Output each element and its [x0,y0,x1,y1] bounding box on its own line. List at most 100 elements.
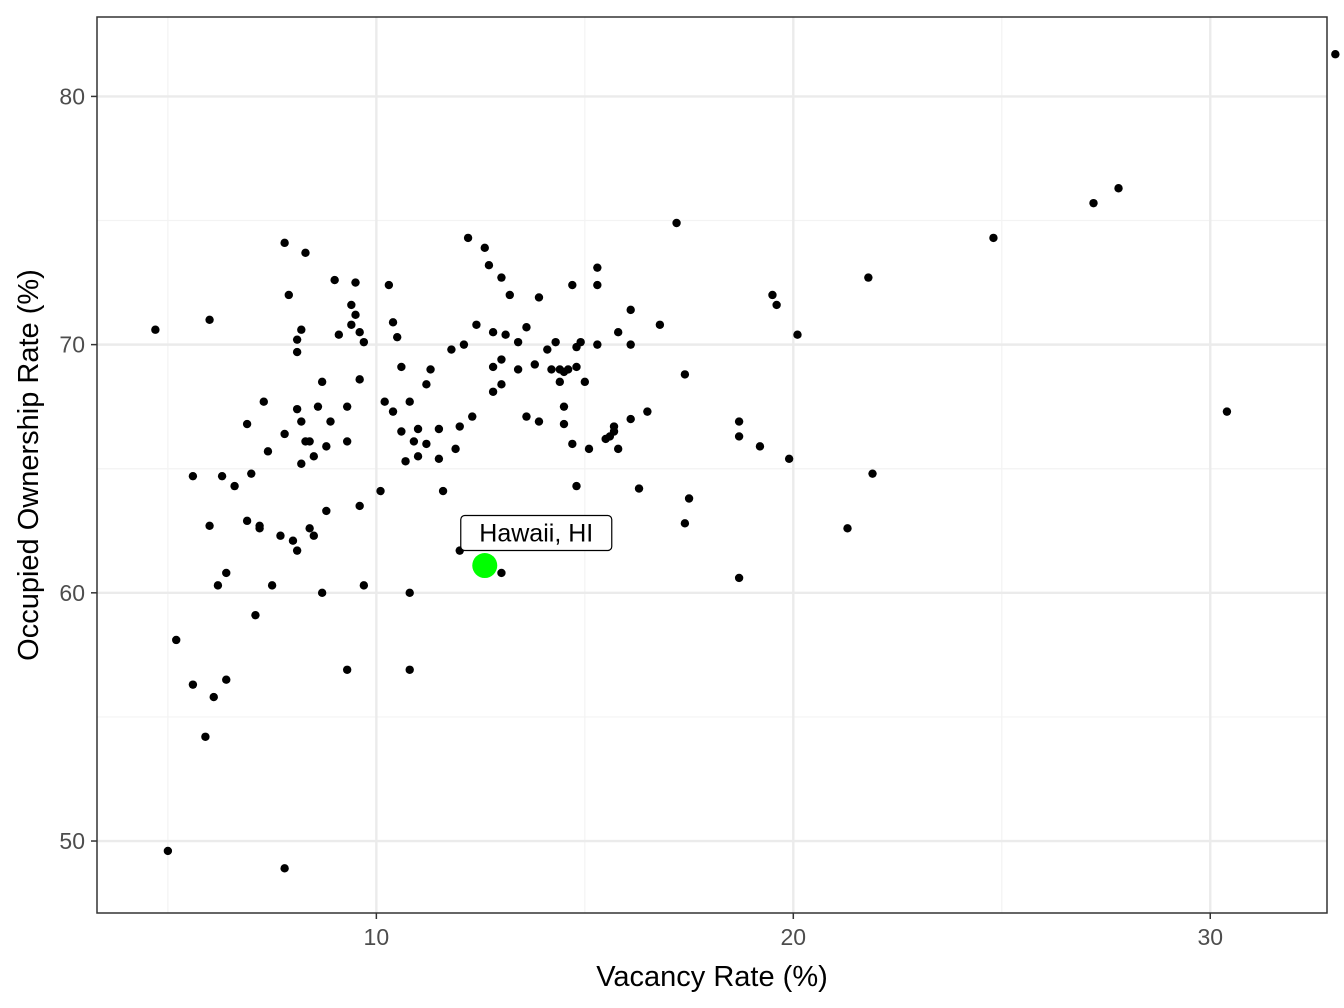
data-point [384,280,394,290]
data-point [488,328,498,337]
data-point [455,422,464,431]
data-point [522,412,531,421]
y-axis-title: Occupied Ownership Rate (%) [13,269,45,661]
data-point [568,439,577,449]
data-point [222,675,231,684]
data-point [772,300,781,310]
data-point [1114,184,1123,193]
data-point [267,581,277,590]
data-point [151,325,160,334]
data-point [297,459,306,468]
data-point [480,243,489,253]
data-point [680,519,690,528]
data-point [242,516,252,526]
data-point [463,233,473,243]
data-point [497,355,506,364]
data-point [755,442,765,451]
data-point [438,486,448,496]
axis-ticks [91,95,1212,919]
data-point [313,402,323,411]
data-point [284,290,293,300]
data-point [684,494,694,503]
grid-major [97,17,1327,913]
data-point [247,469,256,478]
data-point [551,337,560,347]
data-point [347,320,356,329]
data-point [292,347,302,357]
data-point [543,345,552,354]
tick-labels: 10 20 30 50 60 70 80 [59,83,1223,950]
y-tick-label: 70 [59,332,85,358]
data-point [322,506,331,516]
data-point [172,635,181,645]
data-point [434,424,444,434]
data-point [330,275,339,285]
data-point [547,365,556,374]
data-point [1222,407,1232,416]
data-point [222,568,231,578]
data-point [580,377,590,387]
data-point [188,680,198,689]
x-tick-label: 10 [364,924,390,950]
data-point [505,290,514,300]
data-point [280,238,289,248]
data-point [292,404,302,414]
data-point [276,531,285,540]
data-point [292,335,302,344]
data-point [680,370,690,379]
data-point [572,362,581,372]
data-point [613,328,623,337]
data-point [209,692,218,702]
data-point [655,320,665,329]
data-point [593,280,602,290]
data-point [405,588,414,598]
data-point [613,444,623,454]
data-point [297,417,306,426]
data-point [447,345,456,354]
data-point [989,233,998,243]
data-point [201,732,210,741]
data-point [359,337,369,347]
y-tick-label: 60 [59,580,85,606]
x-axis-title: Vacancy Rate (%) [596,961,828,993]
data-point [188,471,198,481]
data-point [301,248,310,257]
data-point [251,610,260,620]
data-point [626,340,635,349]
x-tick-label: 20 [781,924,807,950]
data-point [259,397,268,406]
data-point [559,419,569,429]
data-point [609,422,619,431]
data-point [163,846,173,856]
data-point [317,588,327,598]
data-point [468,412,477,421]
data-point [522,323,531,332]
data-point [351,310,360,320]
data-point [576,337,585,347]
data-point [359,581,369,590]
data-point [555,377,565,387]
data-point [593,263,602,272]
data-point [409,437,419,446]
data-point [397,427,406,436]
data-point [309,531,319,540]
data-point [1331,50,1340,59]
data-point [317,377,327,387]
data-point [305,524,314,533]
grid-minor [97,17,1327,913]
data-point [388,407,398,416]
data-point [672,218,681,228]
data-point [488,362,498,372]
data-point [734,573,744,583]
data-point [593,340,602,349]
data-point [734,417,744,426]
data-point [280,429,289,439]
data-point [355,328,364,337]
data-point [422,380,431,389]
data-point [513,337,523,347]
data-point [380,397,389,406]
panel-border [96,16,1328,914]
data-point [422,439,431,449]
data-point [393,332,402,342]
